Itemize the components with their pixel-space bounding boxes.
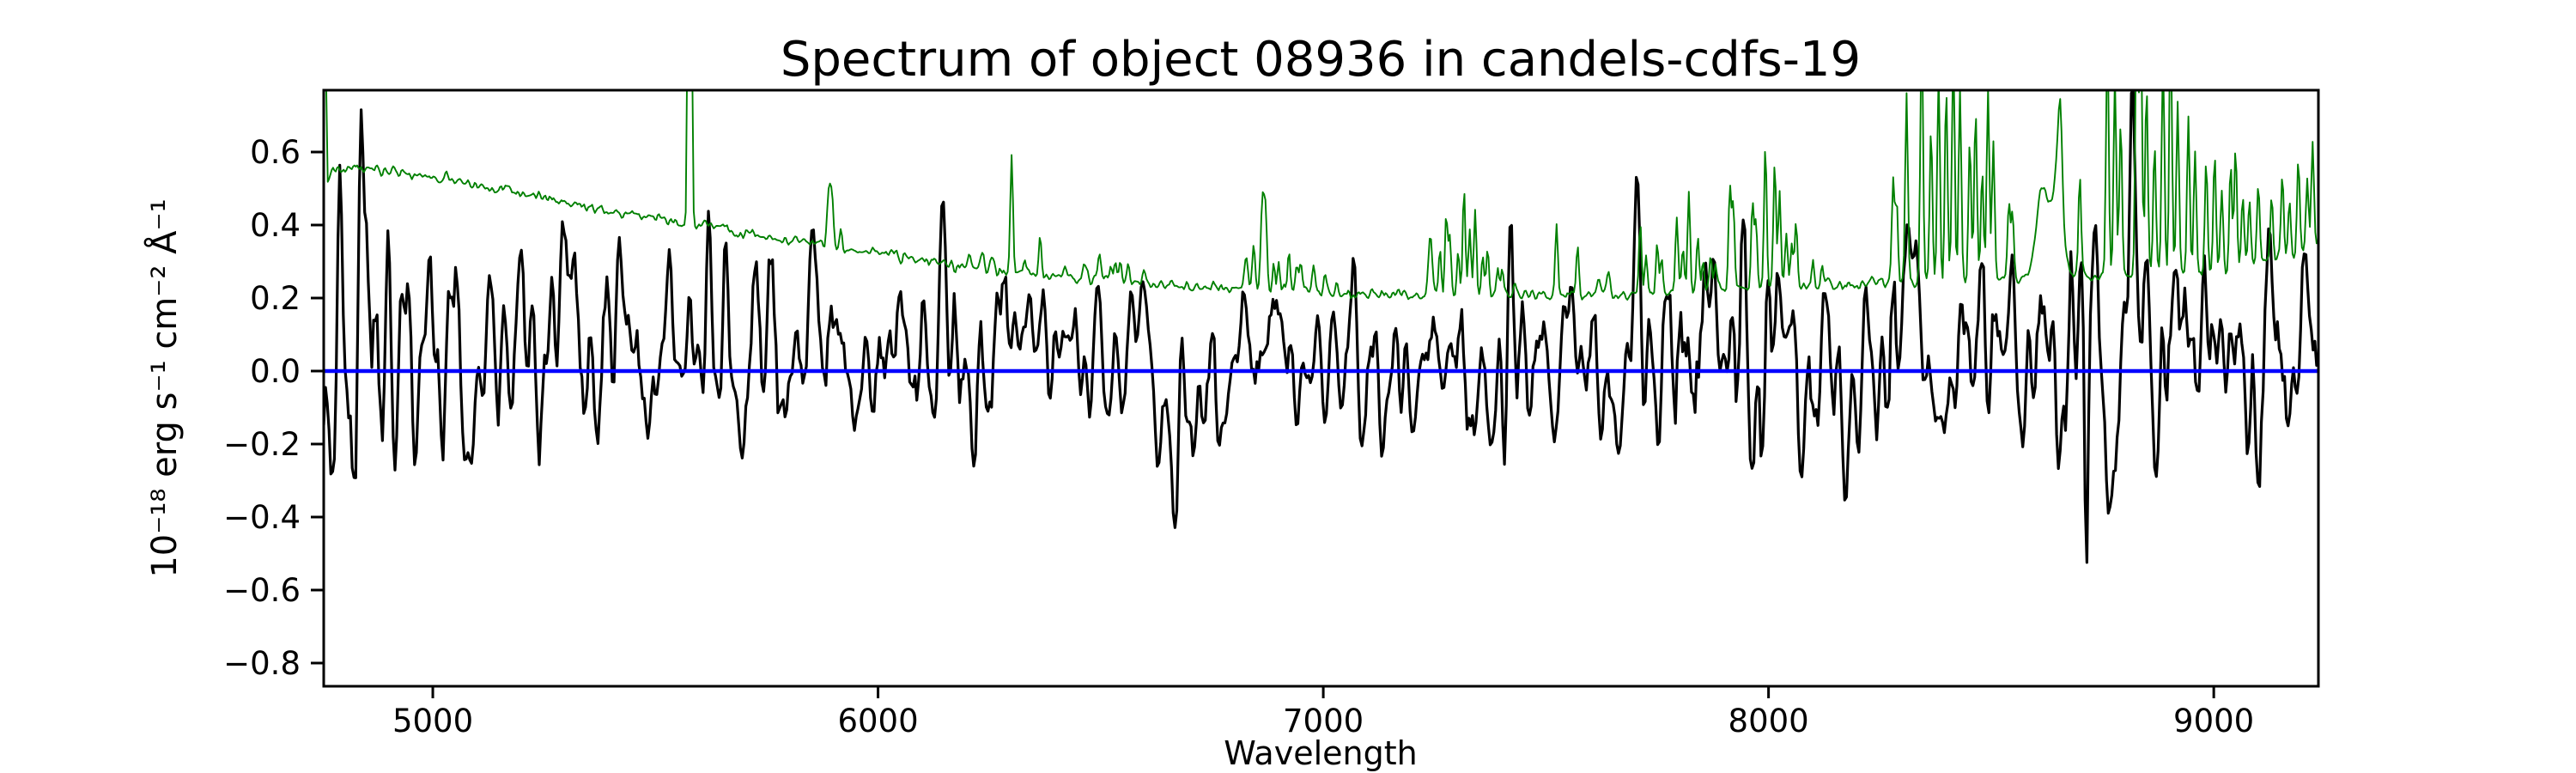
x-tick-label: 8000 xyxy=(1728,703,1809,740)
y-tick-label: −0.2 xyxy=(223,426,301,463)
object-spectrum-flux-line xyxy=(324,90,2318,564)
x-tick-label: 9000 xyxy=(2173,703,2254,740)
y-tick-label: 0.2 xyxy=(250,280,301,317)
figure-title: Spectrum of object 08936 in candels-cdfs… xyxy=(781,32,1861,88)
plot-area xyxy=(324,90,2318,564)
y-tick-label: −0.8 xyxy=(223,645,301,682)
y-tick-label: 0.4 xyxy=(250,207,301,244)
y-axis-label: 10⁻¹⁸ erg s⁻¹ cm⁻² Å⁻¹ xyxy=(143,198,185,577)
x-tick-label: 6000 xyxy=(837,703,918,740)
x-tick-label: 7000 xyxy=(1283,703,1364,740)
y-tick-label: −0.4 xyxy=(223,499,301,536)
x-axis-label: Wavelength xyxy=(1224,734,1417,772)
y-tick-label: 0.0 xyxy=(250,353,301,390)
plot-border xyxy=(322,88,2320,688)
sky-spectrum-line xyxy=(325,90,2318,301)
y-tick-label: 0.6 xyxy=(250,134,301,171)
x-tick-label: 5000 xyxy=(392,703,473,740)
y-tick-label: −0.6 xyxy=(223,572,301,609)
